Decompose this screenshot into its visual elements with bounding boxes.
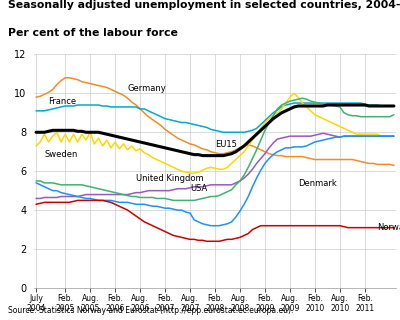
Text: USA: USA	[190, 184, 207, 193]
Text: EU15: EU15	[215, 140, 237, 149]
Text: Norway: Norway	[377, 223, 400, 232]
Text: France: France	[48, 97, 77, 106]
Text: Source: Statistics Norway and Eurostat (http://epp.eurostat.ec.europa.eu).: Source: Statistics Norway and Eurostat (…	[8, 306, 293, 315]
Text: Germany: Germany	[128, 84, 166, 93]
Text: Per cent of the labour force: Per cent of the labour force	[8, 28, 178, 38]
Text: United Kingdom: United Kingdom	[136, 174, 204, 183]
Text: Seasonally adjusted unemployment in selected countries, 2004-2011.: Seasonally adjusted unemployment in sele…	[8, 0, 400, 10]
Text: Denmark: Denmark	[298, 179, 337, 188]
Text: Sweden: Sweden	[44, 150, 78, 159]
